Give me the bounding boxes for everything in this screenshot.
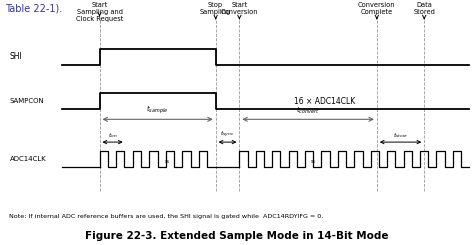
Text: Table 22-1).: Table 22-1).: [5, 4, 62, 14]
Text: $t_{convert}$: $t_{convert}$: [296, 105, 320, 116]
Text: Data
Stored: Data Stored: [413, 2, 435, 19]
Text: 16 × ADC14CLK: 16 × ADC14CLK: [294, 97, 356, 106]
Text: ss: ss: [164, 159, 170, 163]
Text: $t_{sync}$: $t_{sync}$: [220, 129, 235, 140]
Text: Note: If internal ADC reference buffers are used, the SHI signal is gated while : Note: If internal ADC reference buffers …: [9, 214, 324, 219]
Text: SAMPCON: SAMPCON: [9, 98, 44, 104]
Text: ss: ss: [310, 159, 315, 163]
Text: $t_{sample}$: $t_{sample}$: [146, 104, 169, 116]
Text: $t_{on}$: $t_{on}$: [108, 131, 118, 140]
Text: Start
Conversion: Start Conversion: [220, 2, 258, 19]
Text: ADC14CLK: ADC14CLK: [9, 156, 46, 162]
Text: Start
Sampling and
Clock Request: Start Sampling and Clock Request: [76, 2, 123, 23]
Text: $t_{store}$: $t_{store}$: [393, 131, 408, 140]
Text: Figure 22-3. Extended Sample Mode in 14-Bit Mode: Figure 22-3. Extended Sample Mode in 14-…: [85, 231, 389, 241]
Text: Conversion
Complete: Conversion Complete: [358, 2, 396, 19]
Text: Stop
Sampling: Stop Sampling: [200, 2, 231, 19]
Text: SHI: SHI: [9, 52, 22, 61]
